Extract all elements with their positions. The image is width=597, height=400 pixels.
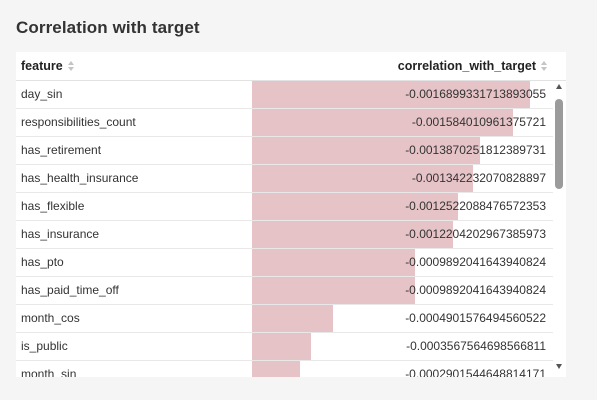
- scroll-down-arrow-icon[interactable]: [556, 364, 562, 369]
- correlation-bar: [252, 221, 453, 248]
- correlation-bar: [252, 137, 481, 164]
- correlation-value-cell: -0.0003567564698566811: [406, 339, 546, 353]
- panel-title: Correlation with target: [16, 18, 200, 37]
- feature-cell: responsibilities_count: [21, 115, 136, 129]
- correlation-bar: [252, 165, 473, 192]
- feature-cell: has_insurance: [21, 227, 100, 241]
- vertical-scrollbar[interactable]: [553, 81, 566, 377]
- correlation-value-cell: -0.0013870251812389731: [405, 143, 546, 157]
- table-row: has_health_insurance -0.00134223207082889…: [16, 165, 553, 193]
- sort-icon[interactable]: [541, 60, 548, 72]
- correlation-bar: [252, 193, 458, 220]
- table-row: responsibilities_count -0.001584010961375…: [16, 109, 553, 137]
- table-row: has_pto -0.0009892041643940824: [16, 249, 553, 277]
- correlation-value-cell: -0.0009892041643940824: [405, 283, 546, 297]
- correlation-value-cell: -0.0012204202967385973: [405, 227, 546, 241]
- scroll-up-arrow-icon[interactable]: [556, 84, 562, 89]
- correlation-value-cell: -0.001342232070828897: [411, 171, 546, 185]
- feature-cell: has_retirement: [21, 143, 102, 157]
- table-row: has_retirement -0.0013870251812389731: [16, 137, 553, 165]
- column-header-correlation[interactable]: correlation_with_target: [398, 52, 548, 80]
- column-header-feature[interactable]: feature: [21, 52, 75, 80]
- correlation-bar: [252, 109, 513, 136]
- correlation-bar: [252, 249, 415, 276]
- table-header: feature correlation_with_target: [16, 52, 566, 81]
- correlation-value-cell: -0.0002901544648814171: [405, 367, 546, 377]
- feature-cell: is_public: [21, 339, 68, 353]
- table-body: day_sin -0.0016899331713893055 responsibil…: [16, 81, 553, 377]
- correlation-bar: [252, 305, 333, 332]
- correlation-bar: [252, 361, 300, 377]
- correlation-bar: [252, 277, 415, 304]
- feature-cell: month_sin: [21, 367, 77, 377]
- correlation-bar: [252, 81, 530, 108]
- correlation-value-cell: -0.0016899331713893055: [405, 87, 546, 101]
- feature-cell: day_sin: [21, 87, 63, 101]
- correlation-value-cell: -0.001584010961375721: [411, 115, 546, 129]
- table-row: month_cos -0.0004901576494560522: [16, 305, 553, 333]
- column-header-feature-label: feature: [21, 59, 63, 73]
- correlation-value-cell: -0.0012522088476572353: [405, 199, 546, 213]
- correlation-value-cell: -0.0004901576494560522: [405, 311, 546, 325]
- scroll-thumb[interactable]: [555, 99, 563, 189]
- feature-cell: month_cos: [21, 311, 80, 325]
- table-row: has_paid_time_off -0.0009892041643940824: [16, 277, 553, 305]
- feature-cell: has_paid_time_off: [21, 283, 119, 297]
- correlation-table: feature correlation_with_target day_sin -…: [16, 52, 566, 377]
- table-row: has_flexible -0.0012522088476572353: [16, 193, 553, 221]
- feature-cell: has_pto: [21, 255, 64, 269]
- column-header-correlation-label: correlation_with_target: [397, 59, 536, 73]
- table-row: has_insurance -0.0012204202967385973: [16, 221, 553, 249]
- correlation-value-cell: -0.0009892041643940824: [405, 255, 546, 269]
- feature-cell: has_flexible: [21, 199, 85, 213]
- feature-cell: has_health_insurance: [21, 171, 139, 185]
- correlation-bar: [252, 333, 311, 360]
- sort-icon[interactable]: [67, 60, 75, 72]
- table-row: is_public -0.0003567564698566811: [16, 333, 553, 361]
- table-row: day_sin -0.0016899331713893055: [16, 81, 553, 109]
- table-row: month_sin -0.0002901544648814171: [16, 361, 553, 377]
